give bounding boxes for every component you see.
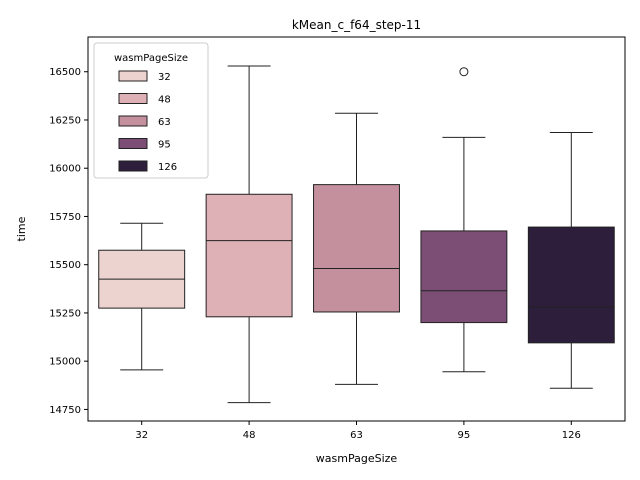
x-tick-label: 63 (350, 430, 363, 441)
legend-swatch (118, 93, 148, 104)
legend-label: 48 (158, 95, 171, 106)
legend-label: 126 (158, 162, 177, 173)
legend-title: wasmPageSize (114, 53, 188, 64)
y-tick-label: 15500 (49, 260, 81, 271)
iqr-box (313, 184, 400, 313)
y-axis-label: time (15, 216, 28, 241)
iqr-box (420, 230, 508, 324)
y-tick-label: 15250 (49, 308, 81, 319)
legend-label: 32 (158, 72, 171, 83)
box-32 (98, 222, 186, 371)
legend-entry-48: 48 (118, 93, 171, 106)
legend: wasmPageSize 32 48 63 95 126 (93, 42, 209, 179)
box-126 (527, 132, 615, 389)
legend-entry-32: 32 (118, 70, 171, 83)
x-tick-label: 48 (243, 430, 256, 441)
legend-entries: 32 48 63 95 126 (118, 70, 177, 173)
y-tick-label: 16250 (49, 115, 81, 126)
box-63 (313, 112, 400, 385)
x-tick-label: 126 (562, 430, 581, 441)
y-tick-label: 15750 (49, 212, 81, 223)
x-tick-label: 32 (135, 430, 148, 441)
y-tick-label: 16000 (49, 164, 81, 175)
chart-title: kMean_c_f64_step-11 (292, 18, 421, 32)
legend-swatch (118, 138, 148, 149)
iqr-box (205, 193, 293, 318)
y-tick-label: 16500 (49, 67, 81, 78)
boxes-layer (98, 65, 615, 404)
box-48 (205, 65, 293, 404)
x-tick-label: 95 (458, 430, 471, 441)
iqr-box (527, 226, 615, 344)
box-95 (420, 67, 508, 373)
legend-entry-95: 95 (118, 138, 171, 151)
x-axis: 32 48 63 95 126 (135, 421, 581, 441)
legend-entry-126: 126 (118, 160, 177, 173)
outlier-point (459, 67, 469, 77)
legend-label: 95 (158, 140, 171, 151)
legend-swatch (118, 70, 148, 82)
y-axis: 14750 15000 15250 15500 15750 16000 16250 16500 (49, 67, 88, 416)
x-axis-label: wasmPageSize (316, 452, 398, 465)
y-tick-label: 15000 (49, 357, 81, 368)
y-tick-label: 14750 (49, 405, 81, 416)
legend-entry-63: 63 (118, 115, 171, 128)
legend-label: 63 (158, 117, 171, 128)
legend-swatch (118, 115, 148, 127)
legend-swatch (118, 160, 148, 172)
